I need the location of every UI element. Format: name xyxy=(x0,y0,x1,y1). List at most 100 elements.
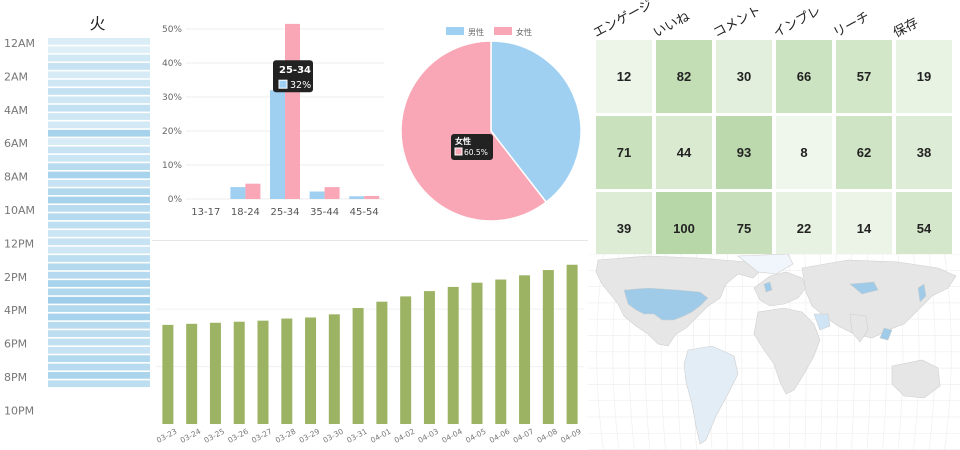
heatmap-column-header: インプレ xyxy=(770,3,824,41)
pie-slice xyxy=(490,40,582,204)
hour-slot xyxy=(48,196,150,204)
land-usa-highlight xyxy=(623,287,709,321)
daily-bar xyxy=(566,264,578,424)
age-x-tick: 35-44 xyxy=(310,207,339,218)
heatmap-cell: 57 xyxy=(836,40,892,113)
daily-x-tick: 04-02 xyxy=(393,427,417,445)
land-africa xyxy=(753,307,821,395)
legend-swatch xyxy=(446,27,464,35)
legend-swatch xyxy=(494,27,512,35)
daily-x-tick: 04-06 xyxy=(488,427,512,445)
hour-slot xyxy=(48,205,150,212)
daily-x-tick: 04-07 xyxy=(512,427,536,445)
hour-slot xyxy=(48,113,150,120)
world-map xyxy=(588,254,960,450)
heatmap-cell: 38 xyxy=(896,116,952,189)
age-bar xyxy=(230,187,246,199)
age-y-tick: 40% xyxy=(162,59,182,69)
hour-slot xyxy=(48,288,150,296)
hour-slot xyxy=(48,104,150,112)
gender-tooltip: 女性 60.5% xyxy=(451,134,493,160)
hour-slot xyxy=(48,263,150,271)
age-tooltip-value: 32% xyxy=(290,80,311,91)
hour-slot xyxy=(48,230,150,237)
heatmap-cell: 19 xyxy=(896,40,952,113)
daily-bar xyxy=(209,322,221,424)
land-south-america xyxy=(683,345,739,445)
age-bar xyxy=(285,23,300,200)
hour-slot xyxy=(48,179,150,187)
hour-slot xyxy=(48,38,150,45)
heatmap-cell: 44 xyxy=(656,116,712,189)
age-y-tick: 10% xyxy=(162,161,182,171)
hour-slot xyxy=(48,221,150,229)
heatmap-column-header: いいね xyxy=(650,9,693,41)
daily-x-tick: 03-29 xyxy=(298,427,322,445)
hour-slot xyxy=(48,355,150,363)
daily-x-tick: 03-30 xyxy=(321,427,345,445)
daily-x-tick: 04-05 xyxy=(464,427,488,445)
age-distribution-panel: 0% 10% 20% 30% 40% 50% 13-17 18-24 25-34 35-44 45-… xyxy=(152,0,390,232)
age-bar xyxy=(324,187,340,199)
daily-x-tick: 04-09 xyxy=(559,427,583,445)
heatmap-cell: 39 xyxy=(596,192,652,254)
daily-x-tick: 03-27 xyxy=(250,427,274,445)
gender-tooltip-title: 女性 xyxy=(455,136,471,146)
daily-bar xyxy=(495,279,507,424)
hour-slot xyxy=(48,330,150,337)
daily-x-tick: 04-01 xyxy=(369,427,393,445)
hour-slot xyxy=(48,46,150,54)
hour-slot xyxy=(48,96,150,104)
age-distribution-chart: 0% 10% 20% 30% 40% 50% 13-17 18-24 25-34 35-44 45-… xyxy=(162,23,384,218)
land-eurasia-highlight xyxy=(849,281,879,295)
hour-label: 6PM xyxy=(4,338,27,351)
legend-label: 女性 xyxy=(516,27,532,37)
land-greenland xyxy=(737,254,794,275)
hour-slot xyxy=(48,346,150,354)
land-arabia-highlight xyxy=(813,313,831,331)
daily-bar xyxy=(352,308,364,424)
age-x-tick: 25-34 xyxy=(270,207,299,218)
age-bar xyxy=(270,90,285,199)
hour-slot xyxy=(48,138,150,145)
age-bar xyxy=(349,196,365,199)
heatmap-column-header: 保存 xyxy=(890,15,921,41)
age-y-tick: 0% xyxy=(168,195,183,205)
hour-slot xyxy=(48,238,150,246)
hour-slot xyxy=(48,88,150,95)
hour-slot xyxy=(48,163,150,170)
heatmap-cell: 8 xyxy=(776,116,832,189)
heatmap-cell: 93 xyxy=(716,116,772,189)
hour-slot xyxy=(48,271,150,279)
daily-bar xyxy=(447,286,459,424)
daily-bar xyxy=(233,321,245,424)
daily-x-tick: 03-25 xyxy=(203,427,227,445)
land-uk-highlight xyxy=(763,281,773,293)
hour-slot xyxy=(48,71,150,79)
panel-divider xyxy=(152,240,588,241)
hour-slot xyxy=(48,129,150,137)
daily-bar xyxy=(305,317,317,424)
hourly-day-title: 火 xyxy=(89,14,106,33)
hour-label: 12AM xyxy=(4,37,35,50)
heatmap-cell: 66 xyxy=(776,40,832,113)
heatmap-cell: 30 xyxy=(716,40,772,113)
heatmap-cell: 75 xyxy=(716,192,772,254)
hour-slot xyxy=(48,188,150,196)
hour-slot xyxy=(48,321,150,329)
age-bar xyxy=(245,183,261,199)
hour-slot xyxy=(48,305,150,312)
hour-label: 4AM xyxy=(4,104,28,117)
heatmap-cell: 100 xyxy=(656,192,712,254)
hour-slot xyxy=(48,146,150,154)
hour-slot xyxy=(48,255,150,262)
hour-label: 10AM xyxy=(4,204,35,217)
daily-bar xyxy=(519,275,531,424)
age-y-tick: 50% xyxy=(162,25,182,35)
daily-bar xyxy=(162,324,174,424)
land-japan-highlight xyxy=(917,283,927,303)
hour-slot xyxy=(48,363,150,371)
daily-bar xyxy=(376,301,388,424)
hour-label: 2AM xyxy=(4,70,28,83)
daily-x-tick: 04-03 xyxy=(417,427,441,445)
